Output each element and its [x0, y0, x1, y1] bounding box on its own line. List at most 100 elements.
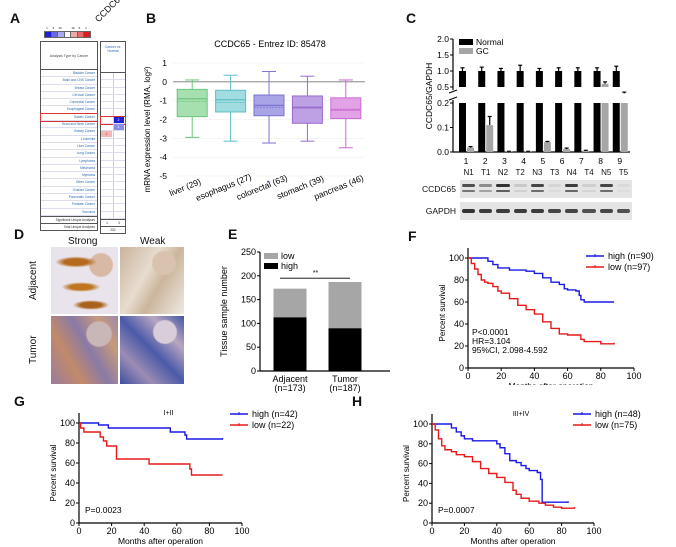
row-label-adjacent: Adjacent: [28, 261, 39, 300]
x-tick-label: 80: [596, 371, 606, 381]
cancer-type-row: Gastric Cancer: [40, 112, 98, 123]
bar-upper: [574, 71, 582, 87]
cancer-type-row: Myeloma: [41, 172, 97, 180]
bar-low: [328, 281, 362, 329]
y-tick-label: 50: [246, 342, 256, 352]
y-tick-label: 0: [423, 518, 428, 528]
cell-divider: [112, 160, 113, 167]
blot-band-lower: [582, 190, 596, 192]
cell-divider: [112, 124, 113, 131]
lane-label: N2: [497, 168, 509, 177]
x-tick-label: 60: [524, 526, 534, 536]
y-axis-label: Percent survival: [49, 444, 58, 501]
x-axis-label: Months after operation: [508, 381, 593, 385]
cancer-cell-row: [101, 204, 125, 212]
col-label-strong: Strong: [68, 236, 98, 247]
cell-divider: [112, 109, 113, 116]
y-tick-label: -1: [159, 96, 167, 106]
legend-tick: 10: [58, 26, 62, 30]
blot-band: [548, 209, 562, 213]
footer-label: Total Unique Analyses: [41, 222, 97, 230]
bar-lower: [516, 103, 524, 152]
cell-divider: [112, 175, 113, 182]
cell-divider: [112, 87, 113, 94]
survival-curve-low: [79, 422, 223, 476]
lane-label: T2: [515, 168, 525, 177]
y-tick-label: 0: [459, 363, 464, 373]
ihc-tumor-strong: [51, 316, 118, 384]
y-tick-label: 80: [65, 438, 75, 448]
blot-band: [599, 184, 613, 187]
panel-label-a: A: [10, 10, 21, 26]
cancer-type-row: Liver Cancer: [41, 143, 97, 151]
cell-divider: [112, 116, 113, 124]
heat-cell: 1: [113, 124, 124, 131]
x-tick-label: Tumor: [332, 374, 358, 384]
cancer-cell-row: [101, 87, 125, 95]
lane-label: T3: [549, 168, 560, 177]
y-tick-label: 200: [241, 271, 256, 281]
survival-curve-high: [79, 422, 224, 440]
bar-upper: [593, 71, 601, 87]
stacked-bar-chart: 0 50 100 150 200 250 Tissue sample number Adjac…: [219, 247, 390, 393]
cancer-type-row: Leukemia: [41, 136, 97, 143]
bar: [467, 147, 474, 152]
bar-upper: [555, 71, 563, 87]
cancer-type-row: Sarcoma: [41, 209, 97, 216]
bar-upper: [601, 83, 609, 87]
legend-label: high (n=90): [608, 251, 654, 261]
bar: [563, 149, 571, 152]
legend-label: Normal: [476, 37, 504, 47]
blot-band-lower: [496, 190, 510, 192]
y-tick-label: -4: [159, 152, 167, 162]
cell-divider: [112, 189, 113, 197]
y-tick-label: 40: [418, 478, 428, 488]
cancer-cell-row: [101, 153, 125, 161]
survival-curve-low: [432, 423, 576, 509]
cancer-type-row: Melanoma: [41, 165, 97, 173]
stats-annotation: P<0.0001: [472, 327, 509, 337]
cancer-cell-row: [101, 189, 125, 198]
cancer-type-row: Prostate Cancer: [41, 201, 97, 209]
y-tick-label: 40: [454, 319, 464, 329]
cell-divider: [112, 153, 113, 160]
blot-band: [496, 184, 510, 187]
x-tick-label: 0: [429, 526, 434, 536]
cancer-cell-row: 1: [101, 124, 125, 132]
heat-cell: 1: [101, 131, 112, 138]
cancer-type-row: Ovarian Cancer: [41, 187, 97, 195]
cancer-cell-row: [101, 73, 125, 81]
blot-band: [513, 209, 527, 213]
y-tick-label: 20: [65, 498, 75, 508]
x-tick-label: 80: [557, 526, 567, 536]
survival-curve-high: [432, 423, 569, 503]
chart-title: CCDC65 - Entrez ID: 85478: [214, 39, 326, 49]
blot-band: [616, 209, 630, 213]
lane-label: N4: [566, 168, 577, 177]
cancer-cell-row: [101, 145, 125, 154]
y-tick-label: -2: [159, 115, 167, 125]
box: [215, 89, 247, 113]
bar-lower: [535, 103, 543, 152]
y-tick-label: 1: [162, 58, 167, 68]
cancer-type-row: Lung Cancer: [41, 150, 97, 158]
survival-curve-low: [468, 257, 615, 345]
blot-band: [599, 209, 613, 213]
bar: [543, 142, 551, 152]
ihc-adjacent-strong: [51, 247, 118, 314]
legend-label: low: [281, 251, 295, 261]
blot-band-lower: [513, 190, 527, 192]
row-label-tumor: Tumor: [28, 335, 39, 364]
bar-lower: [612, 103, 620, 152]
y-tick-label: 20: [454, 341, 464, 351]
bar-low: [273, 288, 307, 318]
panel-label-h: H: [352, 393, 363, 409]
y-axis-label: Percent survival: [438, 284, 447, 341]
y-tick-label: 250: [241, 247, 256, 257]
y-axis-label: mRNA expression level (RMA, log²): [143, 66, 152, 192]
x-tick-label: 60: [172, 526, 182, 536]
cancer-cell-row: [101, 138, 125, 146]
footer-label: Significant Unique Analyses: [41, 215, 97, 223]
cell-divider: [112, 80, 113, 87]
